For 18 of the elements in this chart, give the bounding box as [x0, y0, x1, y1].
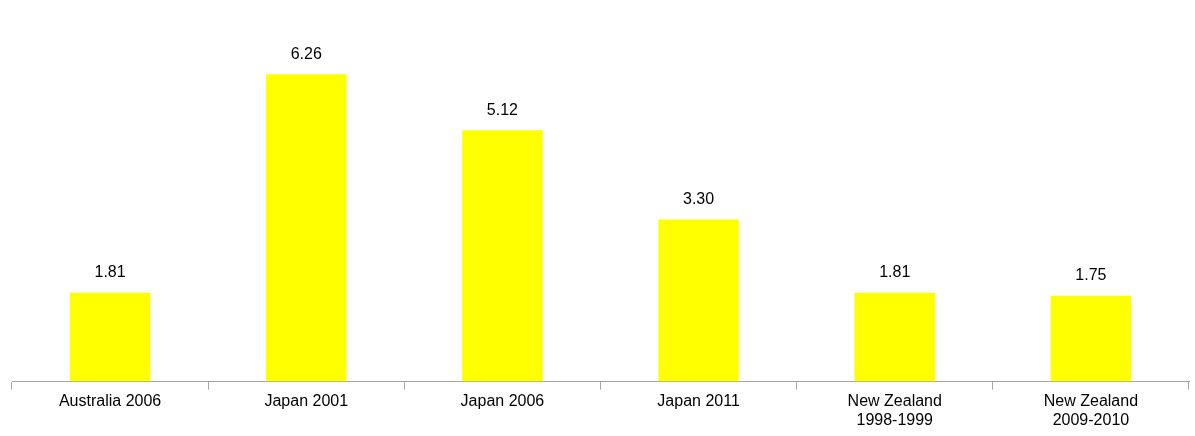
bar [1050, 295, 1132, 382]
bar [854, 292, 935, 382]
x-tick-label: New Zealand 2009-2010 [1043, 391, 1139, 428]
data-label: 3.30 [683, 190, 715, 208]
bar [266, 74, 347, 382]
data-label: 6.26 [290, 44, 322, 62]
x-tick-label: New Zealand 1998-1999 [847, 391, 942, 428]
x-tick-label: Japan 2006 [460, 391, 545, 409]
data-label: 1.75 [1075, 266, 1107, 284]
data-label: 1.81 [879, 263, 911, 281]
x-tick-label: Australia 2006 [58, 391, 162, 409]
x-tick-label: Japan 2011 [657, 391, 740, 409]
data-label: 5.12 [486, 100, 519, 118]
bar [69, 292, 151, 382]
bar [658, 219, 739, 382]
bar [462, 130, 543, 382]
x-tick-label: Japan 2001 [264, 391, 349, 409]
data-label: 1.81 [94, 263, 126, 281]
